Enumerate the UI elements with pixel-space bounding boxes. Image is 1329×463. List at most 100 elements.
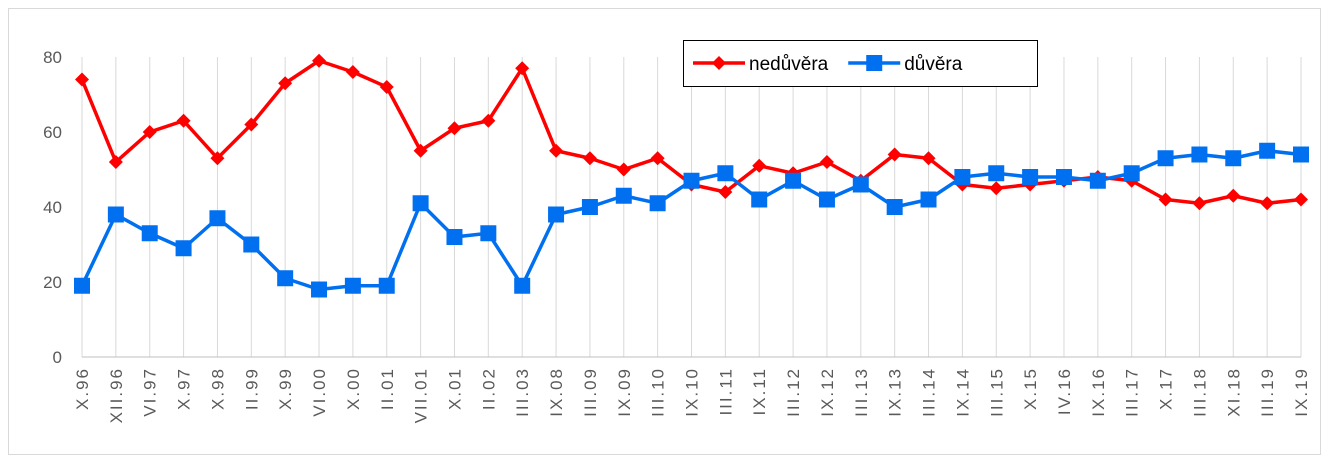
point-marker: [785, 172, 802, 189]
x-tick-label: IX.12: [818, 367, 837, 417]
point-marker: [615, 187, 632, 204]
point-marker: [447, 121, 462, 136]
x-tick-label: XII.96: [107, 367, 126, 423]
point-marker: [1293, 146, 1309, 163]
x-tick-label: X.01: [445, 367, 464, 410]
point-marker: [582, 151, 597, 166]
point-marker: [446, 229, 463, 245]
point-marker: [920, 191, 937, 208]
y-tick-label: 80: [43, 48, 62, 67]
point-marker: [142, 125, 157, 139]
x-tick-label: III.13: [852, 367, 871, 417]
point-marker: [1191, 146, 1208, 163]
x-tick-label: VI.00: [310, 367, 329, 417]
point-marker: [108, 155, 123, 169]
x-tick-label: X.97: [175, 367, 194, 410]
x-tick-label: III.15: [987, 367, 1006, 417]
point-marker: [852, 176, 869, 193]
x-tick-label: IX.14: [953, 367, 972, 417]
point-marker: [549, 143, 564, 158]
point-marker: [1192, 196, 1207, 211]
point-marker: [480, 225, 497, 242]
x-tick-label: III.19: [1258, 367, 1277, 417]
chart-frame: [8, 8, 1321, 455]
point-marker: [379, 80, 394, 94]
point-marker: [886, 199, 903, 215]
x-tick-label: X.98: [208, 367, 227, 410]
point-marker: [954, 169, 971, 185]
point-marker: [175, 240, 192, 257]
point-marker: [311, 281, 328, 298]
point-marker: [141, 225, 158, 242]
x-tick-label: IX.13: [886, 367, 905, 417]
point-marker: [1260, 196, 1275, 211]
y-tick-label: 0: [53, 348, 62, 367]
point-marker: [210, 151, 225, 166]
point-marker: [1089, 172, 1106, 189]
x-tick-label: VI.97: [141, 367, 160, 417]
point-marker: [209, 210, 226, 227]
point-marker: [1022, 169, 1039, 185]
point-marker: [243, 236, 260, 253]
x-tick-label: X.99: [276, 367, 295, 410]
x-tick-label: X.00: [344, 367, 363, 410]
point-marker: [649, 195, 666, 212]
point-marker: [1055, 169, 1072, 185]
point-marker: [312, 53, 327, 68]
x-tick-label: III.14: [920, 367, 939, 417]
point-marker: [818, 191, 835, 208]
y-tick-label: 60: [43, 123, 62, 142]
x-tick-label: IX.09: [615, 367, 634, 417]
x-tick-label: II.99: [242, 367, 261, 410]
point-marker: [277, 270, 294, 287]
point-marker: [988, 165, 1005, 182]
point-marker: [378, 277, 395, 294]
point-marker: [514, 277, 531, 294]
x-tick-label: III.10: [649, 367, 668, 417]
x-tick-label: IX.19: [1292, 367, 1311, 417]
point-marker: [548, 206, 565, 223]
point-marker: [1158, 192, 1173, 207]
legend-label: nedůvěra: [749, 54, 829, 75]
x-tick-label: X.17: [1157, 367, 1176, 410]
point-marker: [75, 72, 89, 87]
x-tick-label: IX.10: [683, 367, 702, 417]
point-marker: [1157, 150, 1174, 167]
x-tick-label: IX.08: [547, 367, 566, 417]
point-marker: [616, 162, 631, 177]
point-marker: [107, 206, 124, 223]
x-tick-label: II.02: [479, 367, 498, 410]
point-marker: [887, 147, 902, 162]
point-marker: [717, 165, 734, 182]
point-marker: [1225, 150, 1242, 167]
point-marker: [1259, 142, 1276, 159]
x-tick-label: III.11: [716, 367, 735, 416]
x-tick-label: IX.11: [750, 367, 769, 415]
x-tick-label: III.03: [513, 367, 532, 417]
x-tick-label: III.18: [1190, 367, 1209, 417]
point-marker: [650, 151, 665, 166]
point-marker: [481, 113, 496, 128]
x-tick-label: III.09: [581, 367, 600, 417]
legend-marker: [712, 56, 726, 70]
point-marker: [581, 199, 598, 215]
point-marker: [515, 61, 530, 76]
point-marker: [176, 113, 191, 128]
point-marker: [1123, 165, 1140, 182]
legend-marker: [866, 55, 883, 71]
point-marker: [989, 181, 1004, 196]
point-marker: [751, 191, 768, 208]
x-tick-label: III.17: [1123, 367, 1142, 417]
point-marker: [921, 151, 936, 166]
y-tick-label: 40: [43, 198, 62, 217]
y-tick-label: 20: [43, 273, 62, 292]
point-marker: [244, 117, 259, 132]
point-marker: [345, 65, 360, 79]
point-marker: [683, 172, 700, 189]
point-marker: [819, 155, 834, 169]
x-tick-label: IV.16: [1055, 367, 1074, 415]
x-tick-label: III.12: [784, 367, 803, 417]
x-tick-label: X.15: [1021, 367, 1040, 410]
point-marker: [74, 277, 90, 294]
point-marker: [1294, 192, 1308, 207]
